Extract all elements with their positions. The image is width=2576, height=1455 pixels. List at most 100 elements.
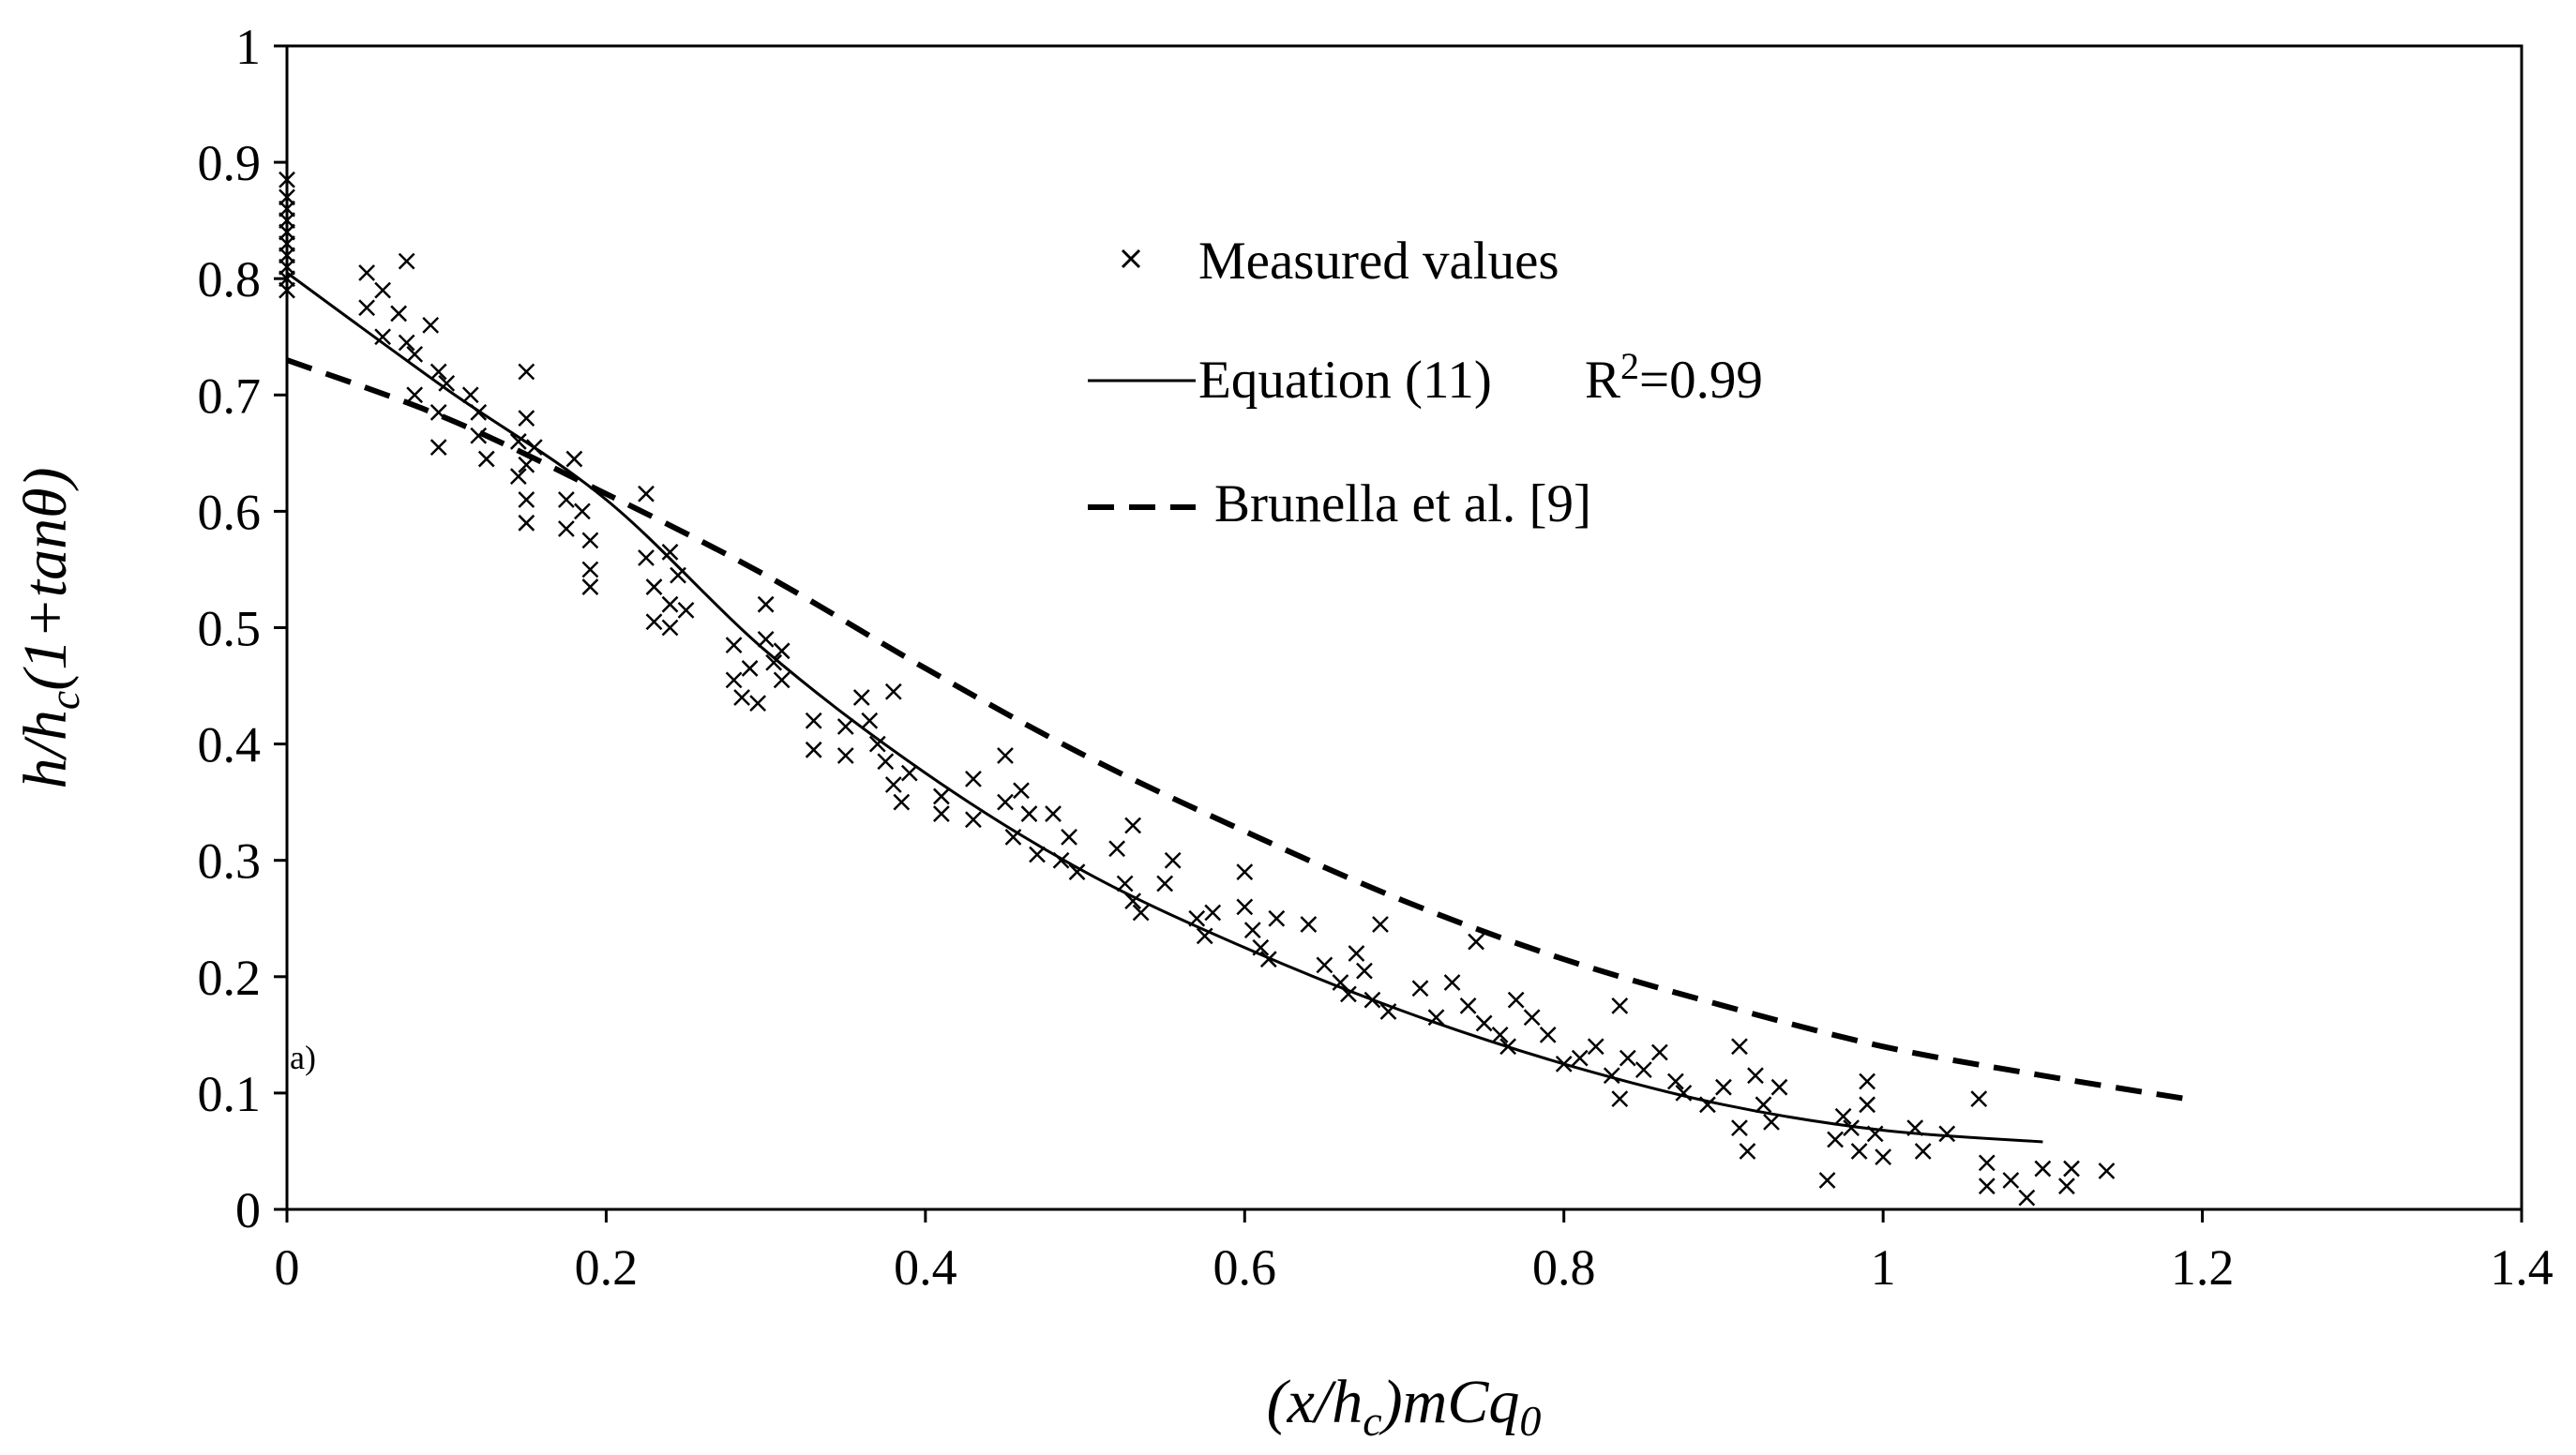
panel-label: a) [290, 1039, 316, 1076]
legend-r2-sup: 2 [1620, 345, 1639, 387]
measured-point [406, 386, 424, 404]
measured-point [1818, 1172, 1836, 1189]
measured-point [422, 316, 440, 334]
measured-point [1619, 1049, 1636, 1067]
measured-point [398, 252, 415, 270]
measured-point [1372, 916, 1389, 933]
measured-point [1411, 980, 1429, 998]
measured-point [1268, 909, 1286, 927]
measured-point [1715, 1078, 1732, 1096]
measured-point [1755, 1096, 1772, 1114]
measured-point [1236, 898, 1254, 916]
equation-11-line [286, 271, 2043, 1144]
plot-frame [285, 44, 2523, 1211]
legend-measured-marker [1121, 248, 1141, 269]
measured-point [461, 386, 479, 404]
measured-point [1763, 1114, 1780, 1131]
measured-point [509, 468, 527, 486]
measured-point [805, 712, 822, 729]
measured-point [725, 671, 743, 689]
x-tick-label: 0 [275, 1239, 300, 1296]
measured-point [581, 532, 599, 549]
x-tick-label: 1.4 [2490, 1239, 2553, 1296]
measured-point [1459, 997, 1477, 1014]
measured-point [965, 811, 982, 829]
measured-point [358, 264, 375, 281]
measured-point [893, 793, 911, 811]
measured-point [861, 712, 879, 729]
measured-point [725, 637, 743, 653]
measured-point [1068, 863, 1086, 880]
legend-brunella-label: Brunella et al. [9] [1214, 474, 1591, 533]
measured-point [805, 741, 822, 758]
measured-point [438, 375, 456, 392]
measured-point [374, 281, 392, 299]
measured-point [429, 439, 447, 457]
measured-point [1859, 1072, 1876, 1090]
measured-point [749, 695, 767, 712]
measured-point [518, 491, 535, 508]
measured-point [765, 653, 783, 671]
measured-point [741, 660, 759, 677]
measured-point [645, 613, 663, 631]
measured-point [677, 602, 695, 619]
measured-point [1611, 1090, 1629, 1107]
measured-point [638, 549, 655, 566]
measured-point [581, 578, 599, 595]
measured-point [1475, 1014, 1493, 1032]
x-axis-title-subscript: c [1363, 1397, 1381, 1445]
x-axis-ticks: 0 0.2 0.4 0.6 0.8 1 1.2 1.4 [275, 1209, 2553, 1296]
measured-point [358, 299, 375, 317]
y-tick-label: 0.1 [198, 1066, 262, 1122]
measured-point [565, 450, 583, 468]
measured-point [1243, 922, 1261, 939]
legend-measured-label: Measured values [1198, 232, 1559, 291]
measured-point [1236, 863, 1254, 880]
y-tick-label: 0.3 [198, 833, 262, 890]
measured-point [1611, 997, 1629, 1014]
measured-point [2058, 1178, 2075, 1195]
x-tick-label: 0.4 [894, 1239, 957, 1296]
measured-point [1571, 1049, 1589, 1067]
measured-point [1587, 1038, 1604, 1056]
measured-point [574, 502, 591, 520]
measured-point [1124, 817, 1142, 834]
y-tick-label: 0.8 [198, 251, 262, 308]
y-tick-label: 0.7 [198, 368, 262, 424]
measured-point [836, 747, 854, 764]
y-axis-title-subscript: c [40, 691, 88, 710]
measured-point [1061, 828, 1077, 846]
measured-point [1116, 875, 1134, 892]
measured-point [2002, 1172, 2020, 1189]
legend: Measured values Equation (11) R2=0.99 Br… [1088, 232, 1763, 533]
measured-point [1634, 1061, 1652, 1078]
measured-point [1938, 1125, 1956, 1143]
measured-point [932, 788, 950, 805]
measured-point [884, 682, 902, 700]
measured-point [836, 718, 854, 735]
x-axis-title: (x/hc)mCq0 [1267, 1368, 1542, 1445]
y-axis-title: h/hc(1+tanθ) [11, 467, 88, 788]
x-axis-title-part2: )mCq [1378, 1368, 1520, 1436]
measured-point [868, 735, 886, 753]
measured-point [1739, 1143, 1756, 1160]
y-tick-label: 0 [235, 1182, 261, 1238]
measured-point [900, 764, 918, 782]
measured-point [932, 805, 950, 822]
x-tick-label: 1.2 [2171, 1239, 2235, 1296]
measured-point [1300, 916, 1318, 933]
measured-point [757, 631, 775, 648]
measured-point [1132, 904, 1150, 922]
measured-point [1603, 1067, 1620, 1085]
measured-point [661, 595, 679, 613]
x-tick-label: 0.2 [575, 1239, 639, 1296]
measured-point [661, 543, 679, 561]
legend-r2-value: =0.99 [1639, 351, 1763, 410]
x-axis-title-part1: (x/h [1267, 1368, 1363, 1436]
y-tick-label: 0.9 [198, 135, 262, 191]
measured-point [509, 433, 527, 450]
measured-point [1978, 1154, 1996, 1172]
legend-equation-label: Equation (11) [1198, 351, 1492, 410]
measured-point [1666, 1072, 1684, 1090]
